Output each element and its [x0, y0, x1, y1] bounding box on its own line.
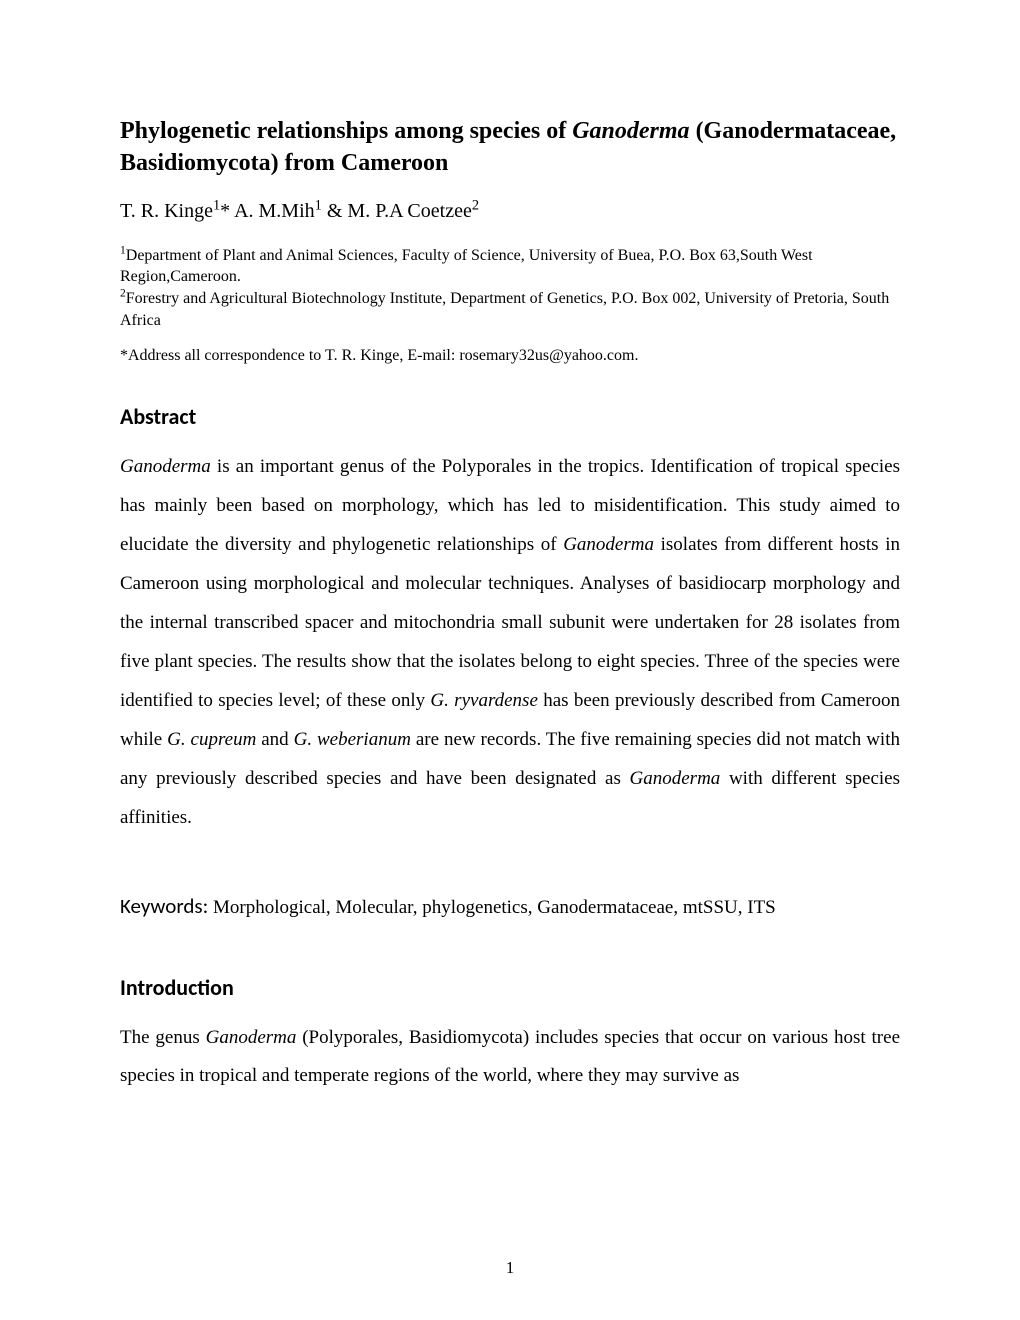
abstract-italic-4: G. cupreum — [167, 729, 256, 750]
paper-title: Phylogenetic relationships among species… — [120, 115, 900, 180]
abstract-italic-3: G. ryvardense — [430, 690, 537, 711]
page-number: 1 — [0, 1258, 1020, 1278]
author-1-corr-mark: * — [220, 200, 234, 222]
author-3-name: M. P.A Coetzee — [347, 200, 471, 222]
abstract-italic-5: G. weberianum — [294, 729, 411, 750]
abstract-italic-2: Ganoderma — [563, 534, 654, 555]
author-2-affil-sup: 1 — [315, 197, 322, 213]
page: Phylogenetic relationships among species… — [0, 0, 1020, 1320]
title-genus: Ganoderma — [572, 118, 689, 144]
author-2-name: A. M.Mih — [234, 200, 315, 222]
keywords-line: Keywords: Morphological, Molecular, phyl… — [120, 893, 900, 919]
abstract-text-4: and — [256, 729, 293, 750]
abstract-heading: Abstract — [120, 403, 900, 430]
intro-text-1: The genus — [120, 1027, 206, 1048]
affiliation-2-text: Forestry and Agricultural Biotechnology … — [120, 290, 889, 329]
abstract-text-2: isolates from different hosts in Cameroo… — [120, 534, 900, 711]
introduction-heading: Introduction — [120, 974, 900, 1001]
correspondence-note: *Address all correspondence to T. R. Kin… — [120, 347, 900, 365]
introduction-body: The genus Ganoderma (Polyporales, Basidi… — [120, 1019, 900, 1097]
affiliation-2: 2Forestry and Agricultural Biotechnology… — [120, 288, 900, 331]
affiliation-1-text: Department of Plant and Animal Sciences,… — [120, 247, 813, 286]
author-sep: & — [322, 200, 348, 222]
affiliations-block: 1Department of Plant and Animal Sciences… — [120, 245, 900, 331]
intro-italic-1: Ganoderma — [206, 1027, 297, 1048]
keywords-text: Morphological, Molecular, phylogenetics,… — [213, 897, 776, 918]
author-1-name: T. R. Kinge — [120, 200, 213, 222]
abstract-italic-1: Ganoderma — [120, 456, 211, 477]
author-line: T. R. Kinge1* A. M.Mih1 & M. P.A Coetzee… — [120, 200, 900, 223]
abstract-italic-6: Ganoderma — [630, 768, 721, 789]
keywords-label: Keywords: — [120, 893, 213, 919]
author-3-affil-sup: 2 — [472, 197, 479, 213]
abstract-body: Ganoderma is an important genus of the P… — [120, 448, 900, 837]
affiliation-1: 1Department of Plant and Animal Sciences… — [120, 245, 900, 288]
title-pre: Phylogenetic relationships among species… — [120, 118, 572, 144]
